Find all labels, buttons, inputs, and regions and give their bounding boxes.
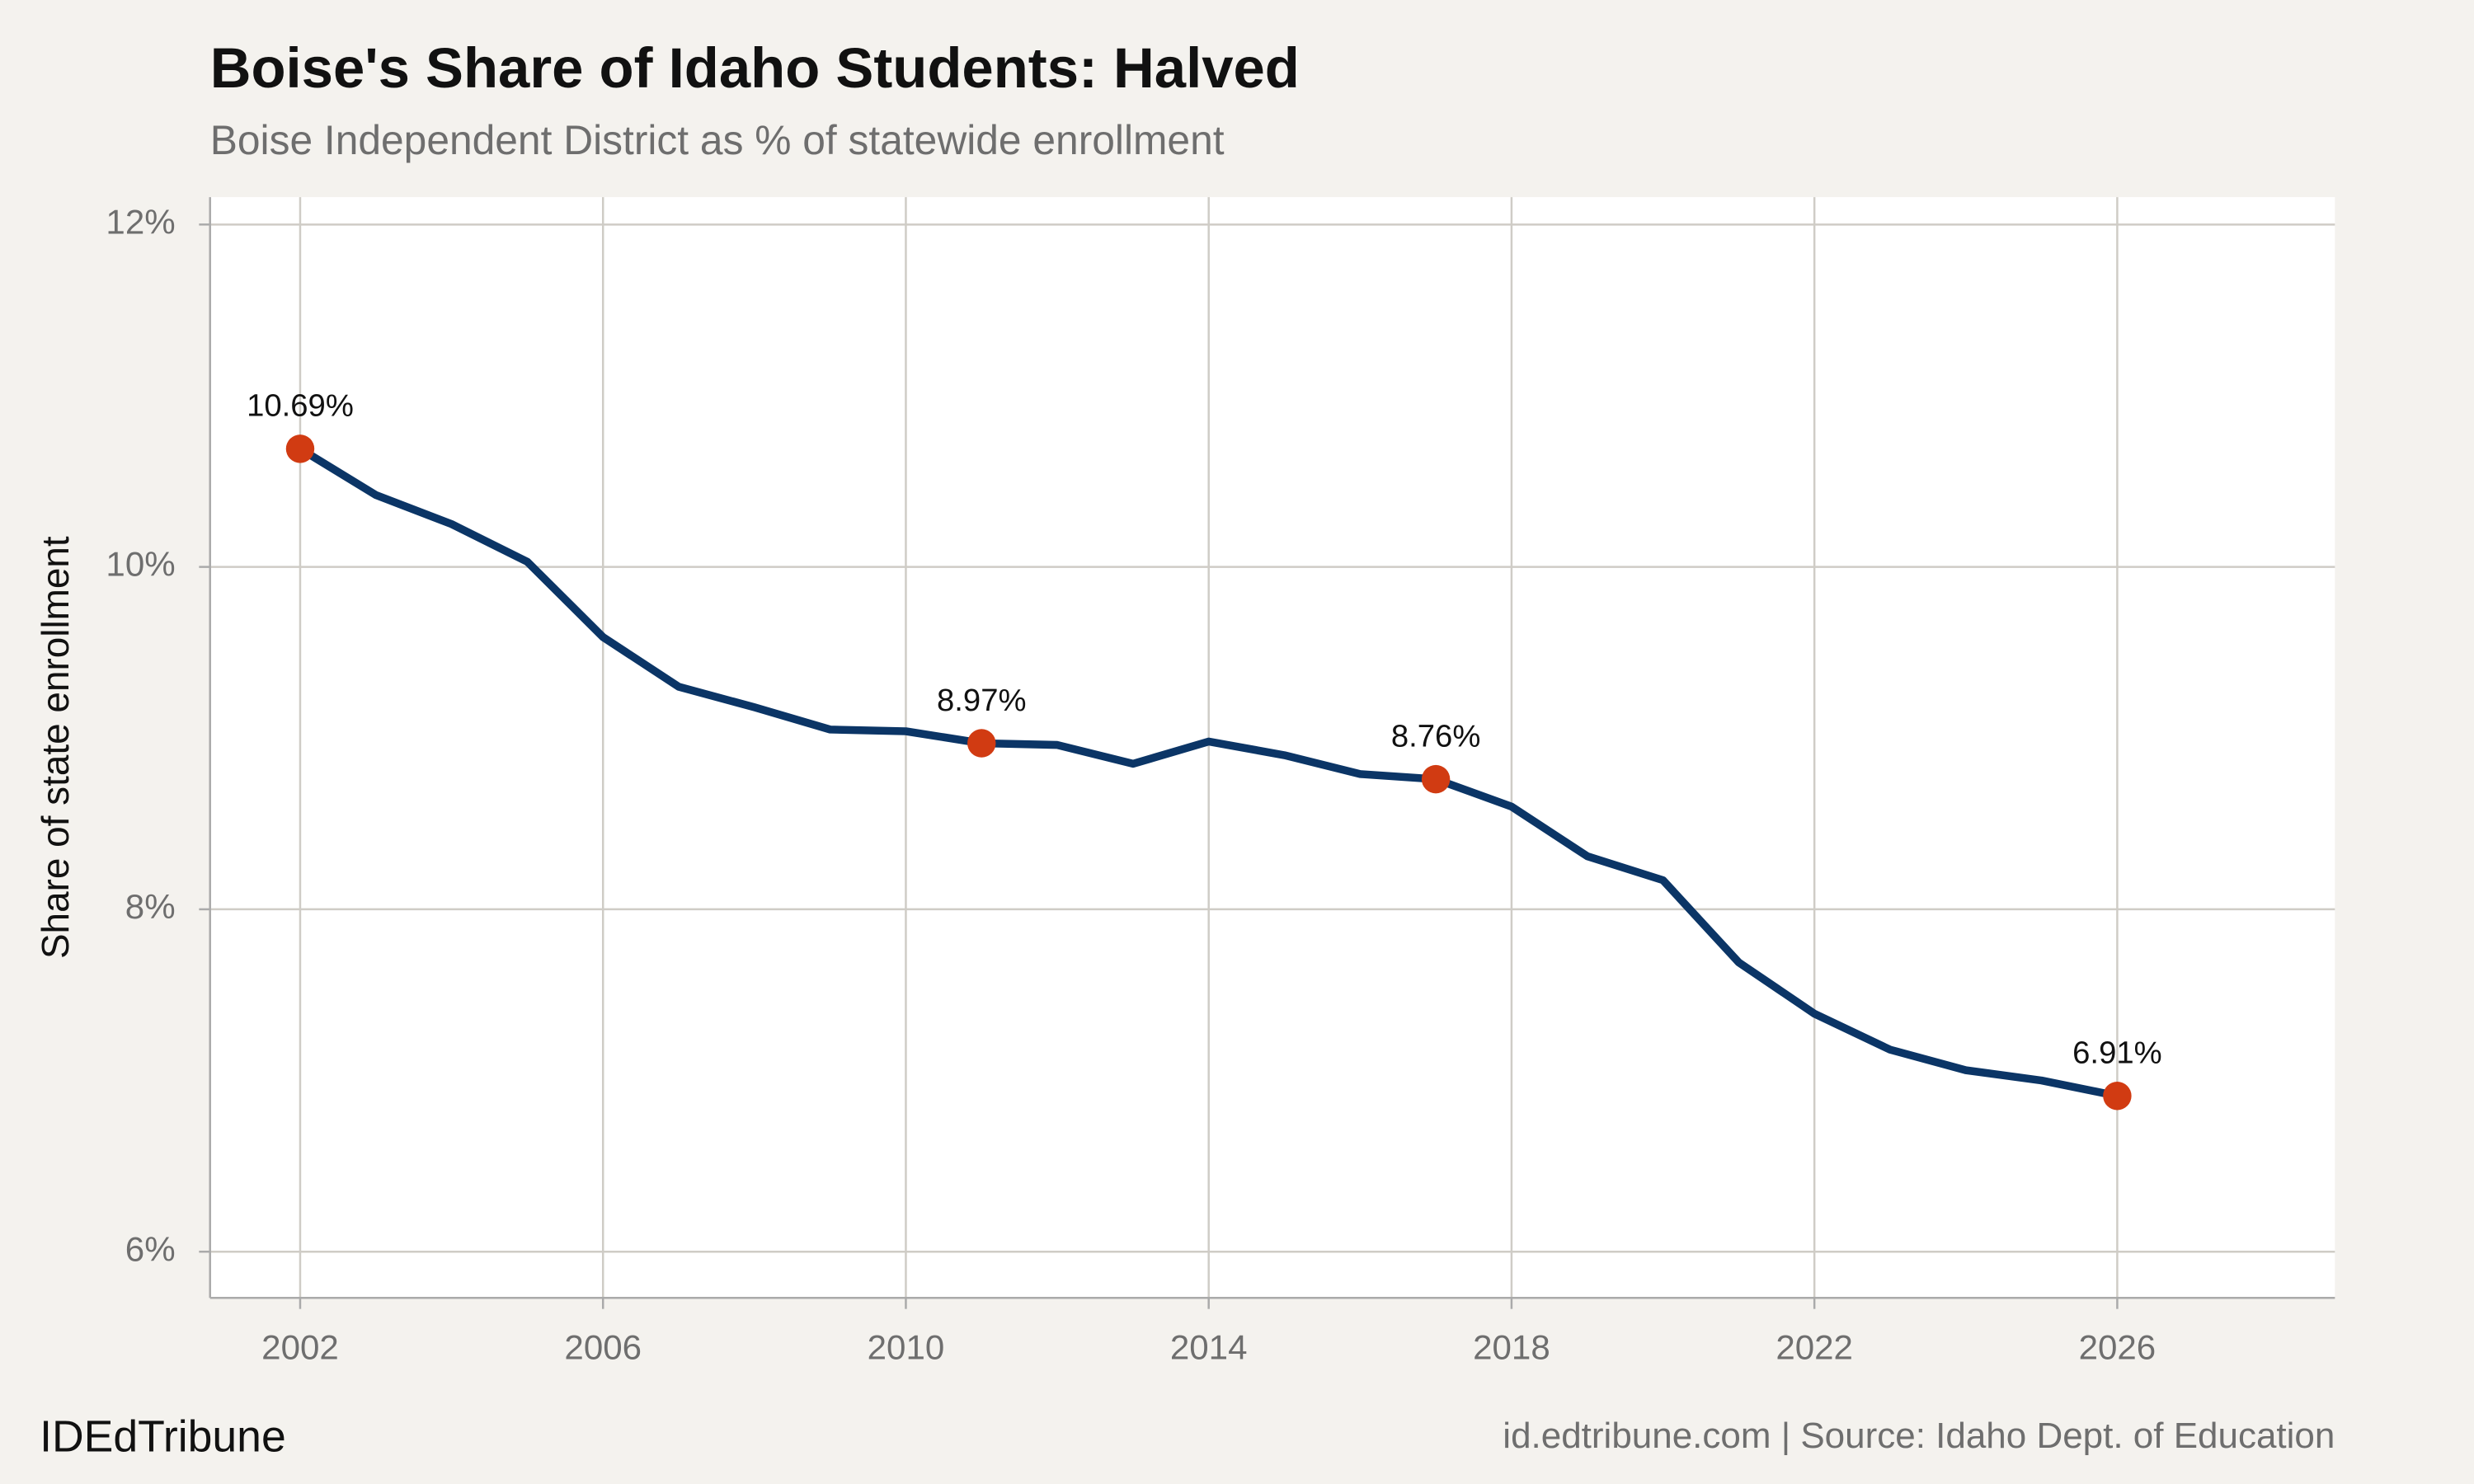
line bbox=[298, 445, 2119, 1100]
point-marker bbox=[967, 729, 996, 758]
marks: 10.69% 8.97% 8.76% 6.91% bbox=[247, 388, 2162, 1111]
x-tick-label: 2022 bbox=[1776, 1328, 1853, 1367]
x-tick-label: 2018 bbox=[1473, 1328, 1550, 1367]
data-label: 8.97% bbox=[937, 683, 1026, 718]
x-tick-label: 2010 bbox=[868, 1328, 945, 1367]
data-label: 8.76% bbox=[1391, 718, 1480, 754]
caption: id.edtribune.com | Source: Idaho Dept. o… bbox=[1503, 1416, 2335, 1456]
y-tick-label: 10% bbox=[106, 545, 175, 584]
data-label: 10.69% bbox=[247, 388, 354, 424]
plot-area bbox=[209, 197, 2335, 1298]
y-tick-label: 12% bbox=[106, 202, 175, 241]
data-label: 6.91% bbox=[2072, 1036, 2161, 1071]
point-marker bbox=[1421, 764, 1451, 794]
point-marker bbox=[2103, 1082, 2132, 1111]
chart-subtitle: Boise Independent District as % of state… bbox=[210, 117, 1225, 163]
y-axis-label: Share of state enrollment bbox=[34, 536, 77, 959]
x-tick-label: 2014 bbox=[1170, 1328, 1248, 1367]
x-tick-label: 2026 bbox=[2079, 1328, 2157, 1367]
point-marker bbox=[285, 434, 315, 463]
brand: IDEdTribune bbox=[40, 1413, 286, 1462]
y-tick-label: 6% bbox=[125, 1229, 176, 1268]
y-tick-label: 8% bbox=[125, 887, 176, 926]
x-tick-label: 2006 bbox=[564, 1328, 642, 1367]
x-tick-label: 2002 bbox=[261, 1328, 339, 1367]
chart-title: Boise's Share of Idaho Students: Halved bbox=[210, 36, 1300, 100]
grid: 6% 8% 10% 12% 2002 2006 2010 2014 2018 2022 2026 bbox=[106, 197, 2335, 1367]
